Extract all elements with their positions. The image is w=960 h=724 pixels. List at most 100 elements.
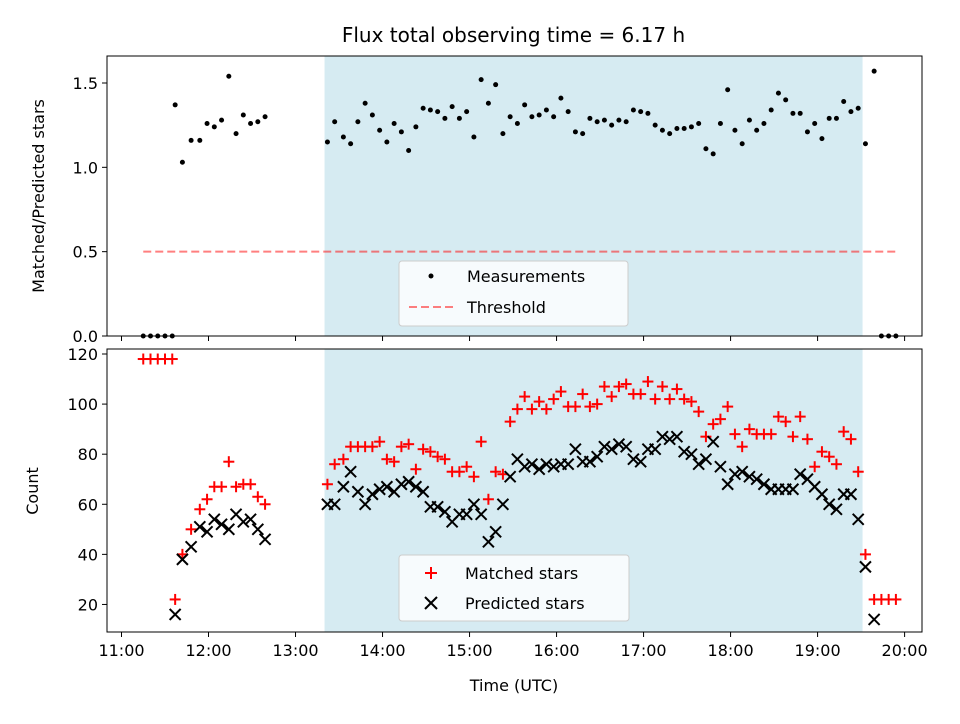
predicted-star-point (822, 498, 836, 511)
matched-star-point (548, 393, 560, 405)
matched-star-point (329, 458, 341, 470)
predicted-star-point (489, 525, 502, 539)
predicted-star-point (395, 478, 408, 491)
matched-star-point (838, 426, 850, 438)
measurement-point (754, 127, 760, 133)
measurement-point (594, 119, 600, 125)
predicted-star-point (525, 457, 539, 471)
measurement-point (783, 97, 789, 103)
matched-star-point (787, 431, 799, 443)
measurement-point (456, 115, 462, 121)
measurement-point (565, 109, 571, 115)
matched-star-point (439, 453, 451, 465)
matched-star-point (671, 383, 683, 395)
matched-star-point (194, 503, 206, 515)
measurement-point (398, 129, 404, 135)
predicted-star-point (251, 523, 265, 536)
predicted-star-point (605, 442, 618, 456)
measurement-point (219, 117, 225, 123)
measurement-point (855, 105, 861, 111)
measurement-point (262, 114, 268, 120)
measurement-point (435, 109, 441, 115)
bottom-y-tick-label: 60 (78, 495, 98, 514)
predicted-star-point (590, 450, 604, 463)
predicted-star-point (735, 465, 749, 478)
predicted-star-point (786, 483, 800, 496)
matched-star-point (714, 413, 726, 425)
predicted-star-point (583, 455, 597, 468)
matched-star-point (620, 378, 632, 390)
x-tick-label: 17:00 (621, 641, 667, 660)
x-tick-label: 13:00 (272, 641, 318, 660)
measurement-point (369, 112, 375, 118)
measurement-point (616, 117, 622, 123)
measurement-point (630, 107, 636, 113)
measurement-point (609, 122, 615, 128)
measurement-point (384, 139, 390, 145)
predicted-star-point (815, 488, 829, 501)
measurement-point (427, 107, 433, 113)
measurement-point (761, 120, 767, 126)
predicted-star-point (851, 513, 865, 526)
matched-star-point (475, 436, 487, 448)
measurement-point (797, 110, 803, 116)
x-axis-label: Time (UTC) (469, 676, 558, 695)
matched-star-point (166, 353, 178, 365)
matched-star-point (780, 416, 792, 428)
predicted-star-point (518, 460, 531, 473)
predicted-star-point (351, 485, 365, 498)
matched-star-point (685, 396, 697, 408)
top-plot-frame (106, 55, 923, 337)
predicted-star-point (474, 508, 488, 521)
matched-star-point (374, 436, 386, 448)
measurement-point (826, 115, 832, 121)
predicted-star-point (547, 460, 560, 473)
bottom-panel: 11:00 12:00 13:00 14:00 15:00 16:00 17:00 18:00… (23, 345, 928, 695)
predicted-star-point (721, 478, 734, 491)
matched-star-point (859, 548, 871, 560)
matched-star-point (417, 443, 429, 455)
bottom-legend-box (398, 554, 630, 622)
predicted-star-point (402, 475, 415, 488)
matched-star-point (809, 461, 821, 473)
measurement-point (551, 114, 557, 120)
predicted-star-point (244, 513, 257, 526)
matched-star-point (540, 403, 552, 415)
legend-measurement-marker (428, 273, 434, 279)
matched-star-point (613, 381, 625, 393)
measurement-point (804, 129, 810, 135)
legend-matched-label: Matched stars (465, 564, 578, 583)
measurement-point (696, 120, 702, 126)
measurement-point (746, 117, 752, 123)
measurement-point (406, 147, 412, 153)
predicted-star-point (714, 460, 727, 473)
measurement-point (204, 120, 210, 126)
matched-star-point (577, 388, 589, 400)
predicted-star-point (859, 560, 872, 574)
measurement-point (725, 87, 731, 93)
predicted-star-point (598, 440, 611, 453)
measurement-point (324, 139, 330, 145)
bottom-y-tick-label: 40 (78, 545, 98, 564)
measurement-point (172, 102, 178, 108)
measurement-point (775, 90, 781, 96)
measurement-point (442, 115, 448, 121)
predicted-star-point (176, 553, 189, 566)
predicted-star-point (532, 463, 546, 476)
measurement-point (638, 109, 644, 115)
matched-star-point (765, 428, 777, 440)
matched-star-point (591, 398, 603, 410)
measurement-point (841, 99, 847, 105)
predicted-star-point (619, 440, 633, 453)
matched-star-point (722, 401, 734, 413)
matched-star-point (693, 406, 705, 418)
matched-star-point (259, 498, 271, 510)
legend-threshold-label: Threshold (466, 298, 546, 317)
matched-star-point (830, 458, 842, 470)
bottom-y-tick-label: 20 (78, 595, 98, 614)
predicted-star-point (867, 613, 881, 626)
bottom-y-tick-label: 80 (78, 445, 98, 464)
measurement-point (732, 127, 738, 133)
matched-star-point (395, 441, 407, 453)
predicted-star-point (237, 515, 250, 529)
